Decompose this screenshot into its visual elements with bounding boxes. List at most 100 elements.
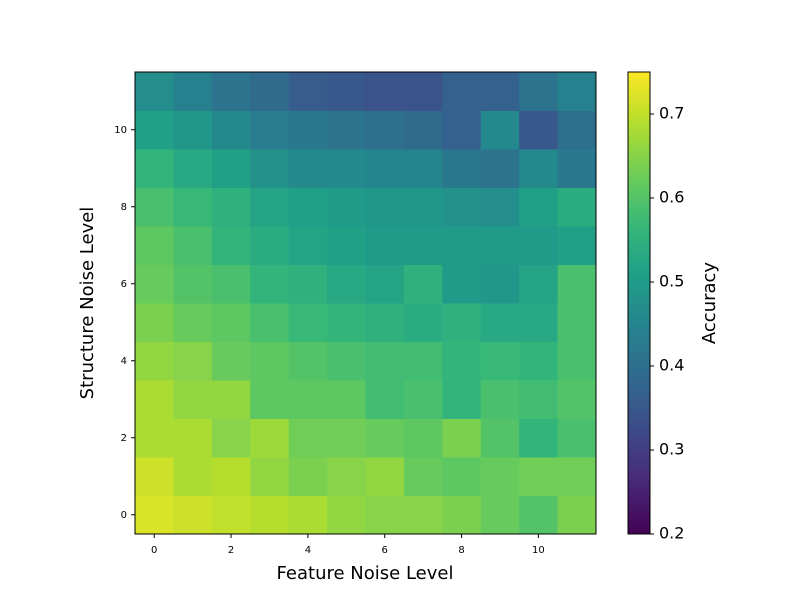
y-tick-label: 8 (121, 202, 127, 213)
heatmap-cell (135, 110, 174, 150)
heatmap-cell (250, 380, 290, 419)
heatmap-cell (442, 303, 482, 342)
y-tick-label: 0 (121, 510, 127, 521)
x-axis-label: Feature Noise Level (277, 563, 454, 584)
heatmap-cell (327, 418, 366, 458)
heatmap-cell (327, 495, 366, 535)
heatmap-cell (442, 495, 482, 535)
heatmap-cell (403, 149, 443, 188)
heatmap-cell (211, 149, 251, 188)
heatmap-cell (173, 457, 213, 496)
heatmap-cell (480, 418, 520, 458)
heatmap-cell (211, 72, 251, 111)
heatmap-cell (557, 149, 597, 188)
heatmap-cell (135, 187, 174, 227)
heatmap-cell (211, 418, 251, 458)
heatmap-cell (211, 303, 251, 342)
x-tick-label: 10 (532, 545, 545, 556)
heatmap-cell (173, 226, 213, 265)
heatmap-cell (403, 303, 443, 342)
heatmap-cell (519, 149, 559, 188)
heatmap-cell (365, 264, 405, 304)
heatmap-cell (403, 457, 443, 496)
heatmap-cell (173, 264, 213, 304)
heatmap-cell (480, 72, 520, 111)
heatmap-cell (403, 187, 443, 227)
heatmap-cell (442, 226, 482, 265)
heatmap-cell (480, 110, 520, 150)
colorbar (627, 71, 651, 535)
heatmap-cell (365, 72, 405, 111)
colorbar-label: Accuracy (699, 262, 720, 345)
heatmap-cell (173, 110, 213, 150)
heatmap-cell (211, 226, 251, 265)
plot-frame (134, 71, 597, 535)
heatmap-cell (403, 418, 443, 458)
heatmap-cell (403, 264, 443, 304)
heatmap-cell (519, 495, 559, 535)
heatmap-cell (442, 149, 482, 188)
heatmap-cell (557, 380, 597, 419)
heatmap-cell (288, 226, 328, 265)
colorbar-tick-label: 0.7 (659, 104, 684, 123)
heatmap-cell (135, 72, 174, 111)
colorbar-tick-label: 0.3 (659, 440, 684, 459)
x-tick-label: 0 (151, 545, 157, 556)
heatmap-cell (519, 303, 559, 342)
heatmap-cell (173, 303, 213, 342)
heatmap-cell (365, 303, 405, 342)
heatmap-cell (519, 226, 559, 265)
heatmap-cell (327, 72, 366, 111)
colorbar-tick-label: 0.2 (659, 524, 684, 543)
heatmap-cell (288, 110, 328, 150)
heatmap-cell (288, 187, 328, 227)
heatmap-cell (403, 72, 443, 111)
heatmap-cell (288, 495, 328, 535)
y-tick-label: 6 (121, 279, 127, 290)
x-tick-label: 6 (382, 545, 388, 556)
heatmap-cell (250, 457, 290, 496)
heatmap-cell (403, 110, 443, 150)
heatmap-cell (327, 341, 366, 381)
heatmap-cell (250, 187, 290, 227)
heatmap-cell (327, 187, 366, 227)
heatmap-cell (442, 72, 482, 111)
heatmap-cell (480, 495, 520, 535)
heatmap-cell (442, 341, 482, 381)
heatmap-cell (365, 187, 405, 227)
x-tick-label: 2 (228, 545, 234, 556)
heatmap-cell (557, 226, 597, 265)
heatmap-cell (480, 303, 520, 342)
heatmap-cell (519, 380, 559, 419)
heatmap-cell (519, 187, 559, 227)
heatmap-cell (173, 418, 213, 458)
heatmap-cell (442, 110, 482, 150)
y-tick-label: 4 (121, 356, 127, 367)
heatmap-cell (327, 303, 366, 342)
heatmap-cell (403, 341, 443, 381)
heatmap-cell (480, 187, 520, 227)
heatmap-cell (288, 72, 328, 111)
heatmap-cell (250, 303, 290, 342)
heatmap-cell (211, 341, 251, 381)
heatmap-cell (442, 418, 482, 458)
heatmap-cell (365, 226, 405, 265)
heatmap-cell (519, 457, 559, 496)
y-tick-label: 2 (121, 433, 127, 444)
y-axis-label: Structure Noise Level (77, 207, 98, 400)
heatmap-cell (365, 341, 405, 381)
heatmap-cell (557, 495, 597, 535)
heatmap-cell (288, 380, 328, 419)
heatmap-cell (211, 457, 251, 496)
heatmap-cell (288, 149, 328, 188)
heatmap-cell (288, 418, 328, 458)
heatmap-cell (173, 380, 213, 419)
heatmap-cell (365, 110, 405, 150)
heatmap-cell (365, 380, 405, 419)
heatmap-cell (557, 303, 597, 342)
colorbar-tick-label: 0.6 (659, 188, 684, 207)
heatmap-cell (211, 380, 251, 419)
x-tick-label: 8 (458, 545, 464, 556)
heatmap-cell (288, 341, 328, 381)
